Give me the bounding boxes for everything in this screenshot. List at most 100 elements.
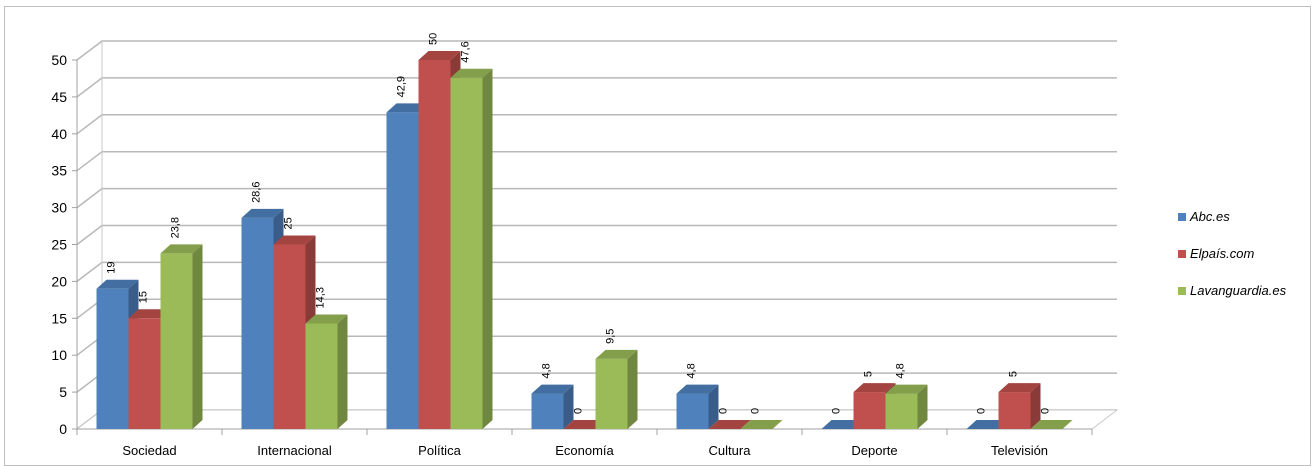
data-label: 0 [750,408,762,414]
y-tick-label: 0 [59,421,67,437]
bar [595,358,628,429]
y-tick-label: 10 [51,347,67,363]
gridline [76,150,1117,172]
bar [241,217,274,429]
bar [676,393,709,429]
bar-top [305,314,348,324]
data-label: 4,8 [895,363,907,378]
bar [273,244,306,429]
data-label: 47,6 [460,41,472,62]
x-tick-label: Sociedad [122,443,176,458]
y-tick-label: 15 [51,310,67,326]
y-tick-label: 25 [51,237,67,253]
legend-label-lavanguardia: Lavanguardia.es [1190,283,1287,298]
bar-side [1030,383,1041,429]
legend-label-abc: Abc.es [1190,209,1230,224]
legend-label-elpais: Elpaís.com [1190,246,1255,261]
bar [418,60,451,429]
bar [160,253,193,429]
y-tick-label: 45 [51,89,67,105]
y-tick-label: 50 [51,52,67,68]
data-label: 0 [718,408,730,414]
bar [305,323,338,429]
bar [531,393,564,429]
data-label: 5 [1008,371,1020,377]
gridline [76,40,1117,61]
legend-swatch-elpais [1178,249,1186,258]
bar-top [450,68,493,78]
bar [885,393,918,429]
bar-top [595,349,638,359]
bar-top [708,420,751,429]
bar-top [966,420,1009,429]
bar-top [998,383,1041,393]
gridline [76,224,1117,246]
data-label: 4,8 [541,363,553,378]
legend-swatch-lavanguardia [1178,286,1186,295]
bar-top [273,235,316,245]
bar [853,392,886,429]
bar-top [563,420,606,429]
data-label: 0 [831,408,843,414]
data-label: 28,6 [251,182,263,203]
bar [386,112,419,429]
data-label: 14,3 [315,287,327,308]
bar-side [627,349,638,429]
y-tick-label: 40 [51,126,67,142]
bar-top [1030,420,1073,429]
y-tick-label: 35 [51,163,67,179]
bar-side [192,244,203,429]
bar-top [531,384,574,394]
bar-top [160,244,203,254]
x-tick-label: Economía [555,443,614,458]
data-label: 4,8 [686,363,698,378]
gridline [76,187,1117,209]
legend-item-abc: Abc.es [1178,198,1286,235]
data-label: 9,5 [605,329,617,344]
gridline [76,335,1117,356]
bar-top [386,103,429,113]
data-label: 50 [428,33,440,45]
x-tick-label: Deporte [851,443,897,458]
x-tick-label: Internacional [257,443,332,458]
bar-side [482,68,493,429]
bar-top [853,383,896,393]
bar-top [418,51,461,60]
bar [96,288,129,429]
data-label: 0 [1040,408,1052,414]
bar-top [676,384,719,394]
legend: Abc.es Elpaís.com Lavanguardia.es [1178,198,1286,309]
data-label: 19 [106,262,118,274]
y-tick-label: 30 [51,200,67,216]
data-label: 5 [863,371,875,377]
data-label: 23,8 [170,217,182,238]
bar [998,392,1031,429]
y-tick-label: 20 [51,273,67,289]
data-label: 0 [976,408,988,414]
gridline [76,298,1117,319]
legend-swatch-abc [1178,212,1186,221]
bar-side [708,384,719,429]
gridline [76,261,1117,282]
data-label: 0 [573,408,585,414]
bar-top [821,420,864,429]
bar-top [885,384,928,394]
bar [450,77,483,429]
legend-item-lavanguardia: Lavanguardia.es [1178,272,1286,309]
data-label: 25 [283,217,295,229]
bar-side [337,314,348,429]
gridline [76,77,1117,98]
data-label: 15 [138,291,150,303]
bar-top [740,420,783,429]
gridline [76,114,1117,135]
x-tick-label: Televisión [991,443,1048,458]
bar-side [917,384,928,429]
bar-top [241,208,284,218]
x-tick-label: Política [418,443,461,458]
bar [128,318,161,429]
bar-top [128,309,171,319]
bar-side [563,384,574,429]
bar-top [96,279,139,289]
x-tick-label: Cultura [709,443,752,458]
